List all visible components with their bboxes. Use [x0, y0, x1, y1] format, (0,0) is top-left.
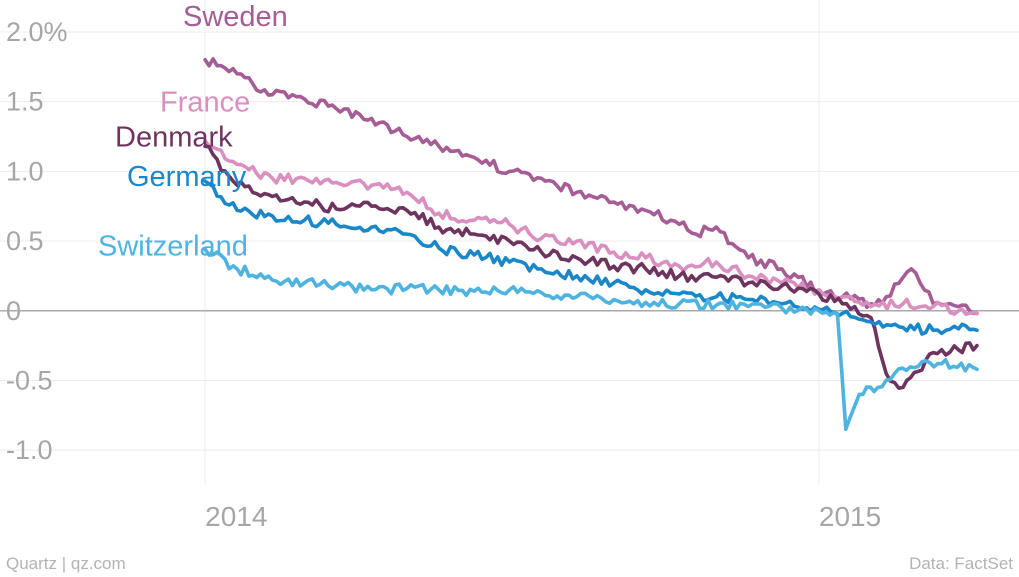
series-label-switzerland: Switzerland	[98, 230, 248, 262]
series-line-sweden	[203, 57, 979, 316]
series-label-france: France	[160, 87, 250, 119]
source-credit: Quartz | qz.com	[6, 554, 126, 573]
y-tick-label: 1.5	[6, 87, 44, 117]
series-label-denmark: Denmark	[115, 121, 233, 153]
y-tick-label: 2.0%	[6, 17, 68, 47]
y-tick-label: -0.5	[6, 365, 53, 395]
y-tick-label: 0	[6, 296, 21, 326]
series-label-sweden: Sweden	[183, 1, 288, 33]
series-line-germany	[203, 179, 979, 336]
series-line-switzerland	[203, 247, 979, 431]
data-source: Data: FactSet	[909, 554, 1013, 573]
axes: 2.0% 1.5 1.0 0.5 0 -0.5 -1.0 2014 2015	[0, 17, 1019, 532]
series-line-denmark	[203, 144, 979, 390]
y-tick-label: 0.5	[6, 226, 44, 256]
y-tick-label: -1.0	[6, 435, 53, 465]
x-tick-label: 2014	[205, 501, 267, 532]
x-tick-label: 2015	[819, 501, 881, 532]
series-lines	[203, 57, 979, 431]
series-line-france	[203, 138, 979, 316]
y-tick-label: 1.0	[6, 156, 44, 186]
series-label-germany: Germany	[127, 161, 247, 193]
